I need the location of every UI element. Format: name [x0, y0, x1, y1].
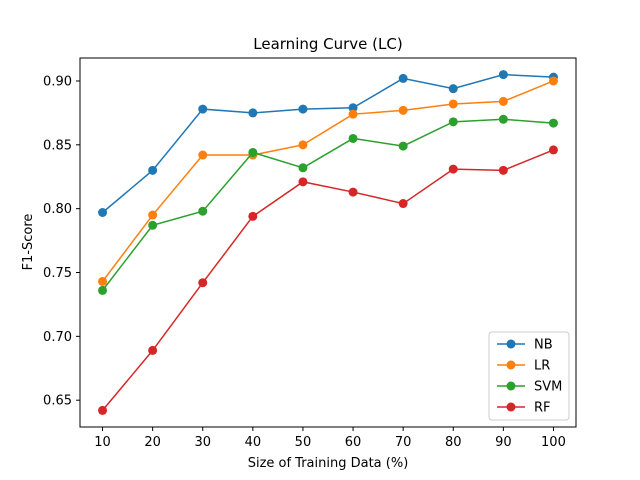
data-point-svm — [198, 206, 208, 216]
y-tick-label: 0.90 — [43, 74, 72, 89]
series-line-lr — [101, 80, 554, 282]
data-point-nb — [298, 104, 308, 114]
data-point-rf — [198, 278, 208, 288]
data-point-lr — [398, 105, 408, 115]
data-point-lr — [198, 150, 208, 160]
x-axis: 10 20 30 40 50 60 70 80 90 100 — [94, 427, 566, 450]
series-svm — [98, 114, 558, 295]
data-point-svm — [348, 133, 358, 143]
data-point-rf — [548, 145, 558, 155]
legend: NB LR SVM RF — [488, 331, 570, 421]
data-point-rf — [298, 177, 308, 187]
x-tick-label: 10 — [94, 435, 111, 450]
data-point-svm — [548, 118, 558, 128]
data-point-rf — [448, 164, 458, 174]
series-line-nb — [102, 73, 554, 214]
x-axis-label: Size of Training Data (%) — [248, 456, 409, 471]
legend-label: LR — [534, 359, 550, 374]
series-lr — [98, 76, 558, 286]
x-tick-label: 100 — [541, 435, 566, 450]
data-point-rf — [498, 165, 508, 175]
legend-item-lr: LR — [497, 359, 550, 374]
data-point-svm — [98, 285, 108, 295]
series-line-svm — [101, 118, 554, 291]
legend-item-rf: RF — [497, 401, 551, 416]
data-point-rf — [148, 345, 158, 355]
data-point-svm — [248, 147, 258, 157]
data-point-nb — [448, 84, 458, 94]
data-point-nb — [148, 165, 158, 175]
x-tick-label: 90 — [495, 435, 512, 450]
data-point-svm — [448, 117, 458, 127]
legend-label: RF — [534, 401, 551, 416]
y-tick-label: 0.75 — [43, 266, 72, 281]
data-point-lr — [498, 96, 508, 106]
data-point-nb — [398, 73, 408, 83]
series-nb — [98, 70, 558, 217]
data-point-rf — [248, 211, 258, 221]
x-tick-label: 50 — [295, 435, 312, 450]
data-point-svm — [148, 220, 158, 230]
legend-swatch-marker — [506, 402, 516, 412]
data-point-lr — [98, 276, 108, 286]
data-point-svm — [398, 141, 408, 151]
data-point-lr — [348, 109, 358, 119]
data-point-rf — [398, 199, 408, 209]
y-tick-label: 0.65 — [43, 394, 72, 409]
x-tick-label: 60 — [345, 435, 362, 450]
legend-label: SVM — [534, 380, 562, 395]
series-line-rf — [101, 149, 554, 411]
plot-area-frame — [79, 57, 577, 428]
legend-label: NB — [534, 338, 553, 353]
data-point-nb — [498, 70, 508, 80]
legend-box — [488, 331, 570, 421]
legend-item-nb: NB — [497, 338, 553, 353]
data-point-lr — [448, 99, 458, 109]
data-point-rf — [348, 187, 358, 197]
y-tick-label: 0.85 — [43, 138, 72, 153]
chart-title: Learning Curve (LC) — [253, 35, 402, 53]
x-tick-label: 20 — [144, 435, 161, 450]
data-point-svm — [298, 163, 308, 173]
legend-swatch-marker — [506, 339, 516, 349]
legend-swatch-marker — [506, 381, 516, 391]
legend-item-svm: SVM — [497, 380, 562, 395]
data-point-nb — [98, 207, 108, 217]
data-point-svm — [498, 114, 508, 124]
legend-swatch-marker — [506, 360, 516, 370]
x-tick-label: 80 — [445, 435, 462, 450]
series-layer — [98, 70, 558, 415]
x-tick-label: 30 — [194, 435, 211, 450]
y-axis-label: F1-Score — [21, 214, 36, 271]
data-point-nb — [248, 108, 258, 118]
x-tick-label: 70 — [395, 435, 412, 450]
series-rf — [98, 145, 558, 415]
y-axis: 0.65 0.70 0.75 0.80 0.85 0.90 — [43, 74, 80, 409]
x-tick-label: 40 — [245, 435, 262, 450]
y-tick-label: 0.80 — [43, 202, 72, 217]
data-point-rf — [98, 405, 108, 415]
data-point-lr — [298, 140, 308, 150]
y-tick-label: 0.70 — [43, 330, 72, 345]
data-point-lr — [148, 210, 158, 220]
data-point-lr — [548, 76, 558, 86]
data-point-nb — [348, 103, 358, 113]
data-point-nb — [198, 104, 208, 114]
